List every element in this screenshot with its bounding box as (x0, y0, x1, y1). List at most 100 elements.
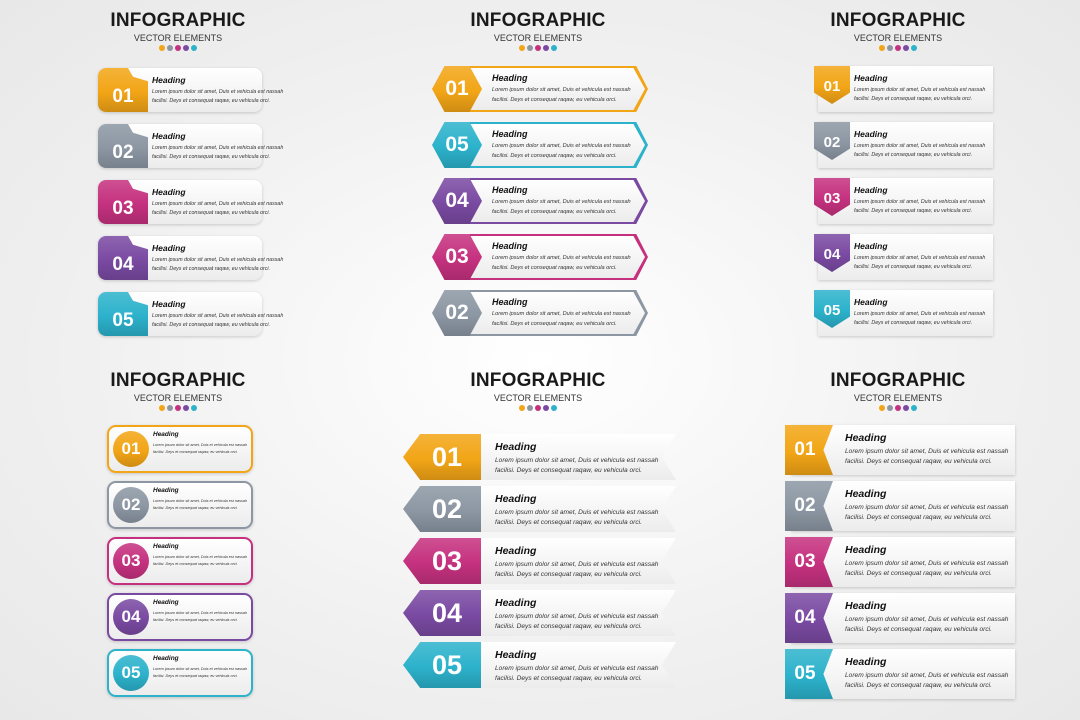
item-text: Lorem ipsum dolor sit amet, Duis et vehi… (492, 199, 631, 205)
item-text: Lorem ipsum dolor sit amet, Duis et vehi… (854, 310, 986, 317)
color-dot (543, 45, 549, 51)
item-number: 03 (403, 538, 481, 584)
item-heading: Heading (495, 545, 537, 557)
panel-subtitle: VECTOR ELEMENTS (133, 393, 223, 403)
item-text: facilisi. Deys et consequat raqaw, eu ve… (854, 207, 973, 214)
item-text: facilisi. Deys et consequat raqaw, eu ve… (845, 570, 992, 578)
item-number: 01 (403, 434, 481, 480)
item-card-inner (452, 124, 645, 166)
color-dot (895, 45, 901, 51)
color-dot (191, 45, 197, 51)
color-dot (535, 405, 541, 411)
item-text: facilisi. Deys et consequat raqaw, eu ve… (495, 675, 642, 683)
item-heading: Heading (152, 243, 186, 253)
item: 04 Heading Lorem ipsum dolor sit amet, Dui… (403, 590, 676, 636)
item: 03 Heading Lorem ipsum dolor sit amet, Dui… (98, 180, 283, 224)
item-text: Lorem ipsum dolor sit amet, Duis et vehi… (153, 610, 248, 615)
item-text: Lorem ipsum dolor sit amet, Duis et vehi… (152, 144, 284, 151)
item-card-inner (452, 68, 645, 110)
item: 01 Heading Lorem ipsum dolor sit amet, Dui… (785, 425, 1015, 475)
item-heading: Heading (492, 73, 528, 83)
item: 05 Heading Lorem ipsum dolor sit amet, Dui… (98, 292, 283, 336)
item-text: Lorem ipsum dolor sit amet, Duis et vehi… (845, 671, 1009, 679)
color-dot (527, 405, 533, 411)
color-dot (527, 45, 533, 51)
color-dot (551, 45, 557, 51)
item-heading: Heading (854, 185, 888, 195)
item-text: facilisi. Deys et consequat raqaw, eu ve… (495, 519, 642, 527)
item-heading: Heading (495, 493, 537, 505)
item: 04 Heading Lorem ipsum dolor sit amet, Dui… (814, 234, 993, 280)
item-text: facilisi. Deys et consequat raqaw, eu ve… (153, 674, 238, 679)
color-dot (543, 405, 549, 411)
item-card (452, 178, 648, 224)
item: 04 Heading Lorem ipsum dolor sit amet, Dui… (785, 593, 1015, 643)
item-heading: Heading (152, 187, 186, 197)
color-dot (519, 405, 525, 411)
item-text: Lorem ipsum dolor sit amet, Duis et vehi… (152, 88, 284, 95)
item-text: facilisi. Deys et consequat raqaw, eu ve… (492, 264, 617, 271)
color-dot (183, 45, 189, 51)
item-text: facilisi. Deys et consequat raqaw, eu ve… (495, 623, 642, 631)
item-heading: Heading (845, 544, 887, 556)
item-text: facilisi. Deys et consequat raqaw, eu ve… (854, 263, 973, 270)
color-dot (903, 45, 909, 51)
item-heading: Heading (845, 656, 887, 668)
item: 05 Heading Lorem ipsum dolor sit amet, Dui… (432, 122, 648, 168)
item-text: Lorem ipsum dolor sit amet, Duis et vehi… (152, 256, 284, 263)
color-dot (535, 45, 541, 51)
item-text: facilisi. Deys et consequat raqaw, eu ve… (495, 467, 642, 475)
item-text: Lorem ipsum dolor sit amet, Duis et vehi… (153, 498, 248, 503)
item-number: 04 (403, 590, 481, 636)
item-card (475, 538, 676, 584)
item-number: 05 (113, 655, 149, 691)
item-number: 04 (98, 236, 148, 280)
item-text: Lorem ipsum dolor sit amet, Duis et vehi… (495, 664, 659, 672)
item-text: Lorem ipsum dolor sit amet, Duis et vehi… (492, 255, 631, 261)
item-text: facilisi. Deys et consequat raqaw, eu ve… (152, 321, 271, 328)
color-dot (159, 405, 165, 411)
item-heading: Heading (845, 432, 887, 444)
item-text: facilisi. Deys et consequat raqaw, eu ve… (845, 626, 992, 634)
panel-title: INFOGRAPHIC (110, 10, 246, 31)
item-number: 03 (432, 234, 482, 280)
item-text: Lorem ipsum dolor sit amet, Duis et vehi… (492, 143, 631, 149)
item-text: facilisi. Deys et consequat raqaw, eu ve… (854, 151, 973, 158)
item-number: 05 (98, 292, 148, 336)
item-text: facilisi. Deys et consequat raqaw, eu ve… (492, 208, 617, 215)
item-number: 01 (432, 66, 482, 112)
item-text: Lorem ipsum dolor sit amet, Duis et vehi… (845, 559, 1009, 567)
item: 03 Heading Lorem ipsum dolor sit amet, Dui… (107, 537, 253, 585)
item: 04 Heading Lorem ipsum dolor sit amet, Dui… (432, 178, 648, 224)
item-heading: Heading (492, 297, 528, 307)
item-text: Lorem ipsum dolor sit amet, Duis et vehi… (845, 615, 1009, 623)
item-number: 05 (432, 122, 482, 168)
item-heading: Heading (854, 73, 888, 83)
item-text: Lorem ipsum dolor sit amet, Duis et vehi… (854, 254, 986, 261)
item-heading: Heading (153, 599, 179, 606)
item-card (475, 434, 676, 480)
item-text: Lorem ipsum dolor sit amet, Duis et vehi… (153, 666, 248, 671)
color-dot (911, 45, 917, 51)
item-number: 02 (403, 486, 481, 532)
item-heading: Heading (495, 441, 537, 453)
item: 03 Heading Lorem ipsum dolor sit amet, Dui… (403, 538, 676, 584)
item-text: facilisi. Deys et consequat raqaw, eu ve… (153, 562, 238, 567)
item-text: facilisi. Deys et consequat raqaw, eu ve… (152, 209, 271, 216)
item: 03 Heading Lorem ipsum dolor sit amet, Dui… (432, 234, 648, 280)
item-heading: Heading (845, 600, 887, 612)
panel-subtitle: VECTOR ELEMENTS (853, 393, 943, 403)
item: 01 Heading Lorem ipsum dolor sit amet, Dui… (432, 66, 648, 112)
item: 02 Heading Lorem ipsum dolor sit amet, Dui… (98, 124, 283, 168)
item-text: facilisi. Deys et consequat raqaw, eu ve… (854, 95, 973, 102)
item-text: facilisi. Deys et consequat raqaw, eu ve… (845, 458, 992, 466)
item: 01 Heading Lorem ipsum dolor sit amet, Dui… (107, 425, 253, 473)
item: 02 Heading Lorem ipsum dolor sit amet, Dui… (785, 481, 1015, 531)
color-dot (159, 45, 165, 51)
panel-subtitle: VECTOR ELEMENTS (853, 33, 943, 43)
item-text: facilisi. Deys et consequat raqaw, eu ve… (854, 319, 973, 326)
item-heading: Heading (492, 129, 528, 139)
color-dot (167, 45, 173, 51)
item-number: 04 (432, 178, 482, 224)
